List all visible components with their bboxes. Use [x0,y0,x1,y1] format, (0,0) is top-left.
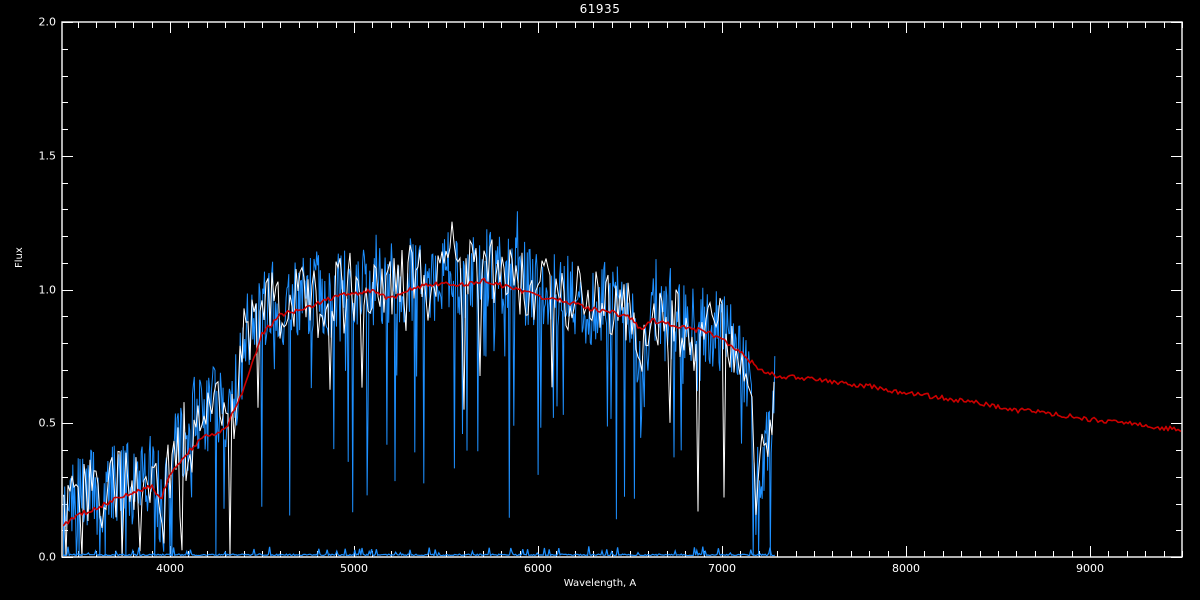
x-tick-label: 7000 [708,562,736,575]
error-array-blue [63,546,775,556]
model-fit-red [63,277,1181,527]
page-title: 61935 [579,2,621,16]
y-tick-label: 0.5 [38,416,57,430]
x-tick-label: 8000 [892,562,920,575]
x-tick-label: 4000 [156,562,184,575]
y-tick-label: 1.5 [38,149,57,163]
x-axis-label: Wavelength, A [563,578,637,589]
y-tick-label: 1.0 [38,283,57,296]
x-tick-label: 6000 [524,562,552,575]
y-tick-label: 2.0 [38,15,57,29]
observed-spectrum-blue [63,211,776,556]
x-tick-label: 5000 [340,562,368,575]
observed-spectrum-white [63,221,775,556]
x-tick-label: 9000 [1076,562,1104,575]
y-tick-label: 0.0 [38,550,57,564]
